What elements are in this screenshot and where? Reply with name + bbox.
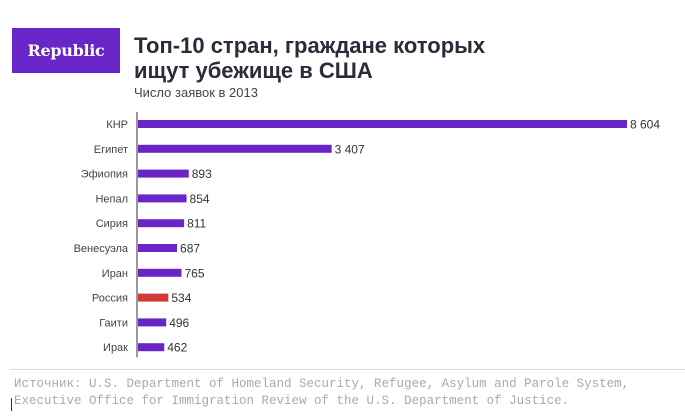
category-label: Ирак xyxy=(103,342,128,354)
value-label: 687 xyxy=(180,242,200,256)
value-label: 893 xyxy=(192,167,212,181)
divider xyxy=(10,369,685,370)
category-label: Гаити xyxy=(99,317,128,329)
value-label: 534 xyxy=(171,291,191,305)
bar-chart: КНР 8 604 Египет 3 407 Эфиопия 893 Непал 854 Сир… xyxy=(74,112,660,358)
value-label: 765 xyxy=(184,266,204,280)
bar xyxy=(138,144,332,153)
bar xyxy=(138,120,627,128)
bar xyxy=(138,169,189,178)
value-label: 496 xyxy=(169,316,189,330)
category-label: Россия xyxy=(92,293,128,305)
category-label: Непал xyxy=(95,193,128,205)
bar xyxy=(138,293,169,302)
category-label: Эфиопия xyxy=(81,169,128,181)
value-label: 854 xyxy=(190,192,210,206)
category-label: КНР xyxy=(106,119,128,131)
text-cursor xyxy=(11,398,12,411)
republic-logo: Republic xyxy=(12,28,120,73)
source-note: Источник: U.S. Department of Homeland Se… xyxy=(14,376,629,410)
bar xyxy=(138,268,182,277)
source-line-1: Источник: U.S. Department of Homeland Se… xyxy=(14,377,630,391)
bar xyxy=(138,194,187,203)
value-label: 462 xyxy=(167,341,187,355)
bar xyxy=(138,219,185,228)
chart-title: Топ-10 стран, граждане которых ищут убеж… xyxy=(134,33,486,83)
source-line-2: Executive Office for Immigration Review … xyxy=(14,394,570,408)
bar xyxy=(138,318,167,327)
category-label: Египет xyxy=(94,144,128,156)
value-label: 3 407 xyxy=(335,142,365,156)
category-label: Сирия xyxy=(96,218,128,230)
category-label: Венесуэла xyxy=(74,243,129,255)
category-label: Иран xyxy=(102,268,128,280)
chart-subtitle: Число заявок в 2013 xyxy=(134,85,258,100)
bar xyxy=(138,244,178,252)
value-label: 811 xyxy=(187,217,206,231)
bar xyxy=(138,343,165,352)
value-label: 8 604 xyxy=(630,118,660,132)
